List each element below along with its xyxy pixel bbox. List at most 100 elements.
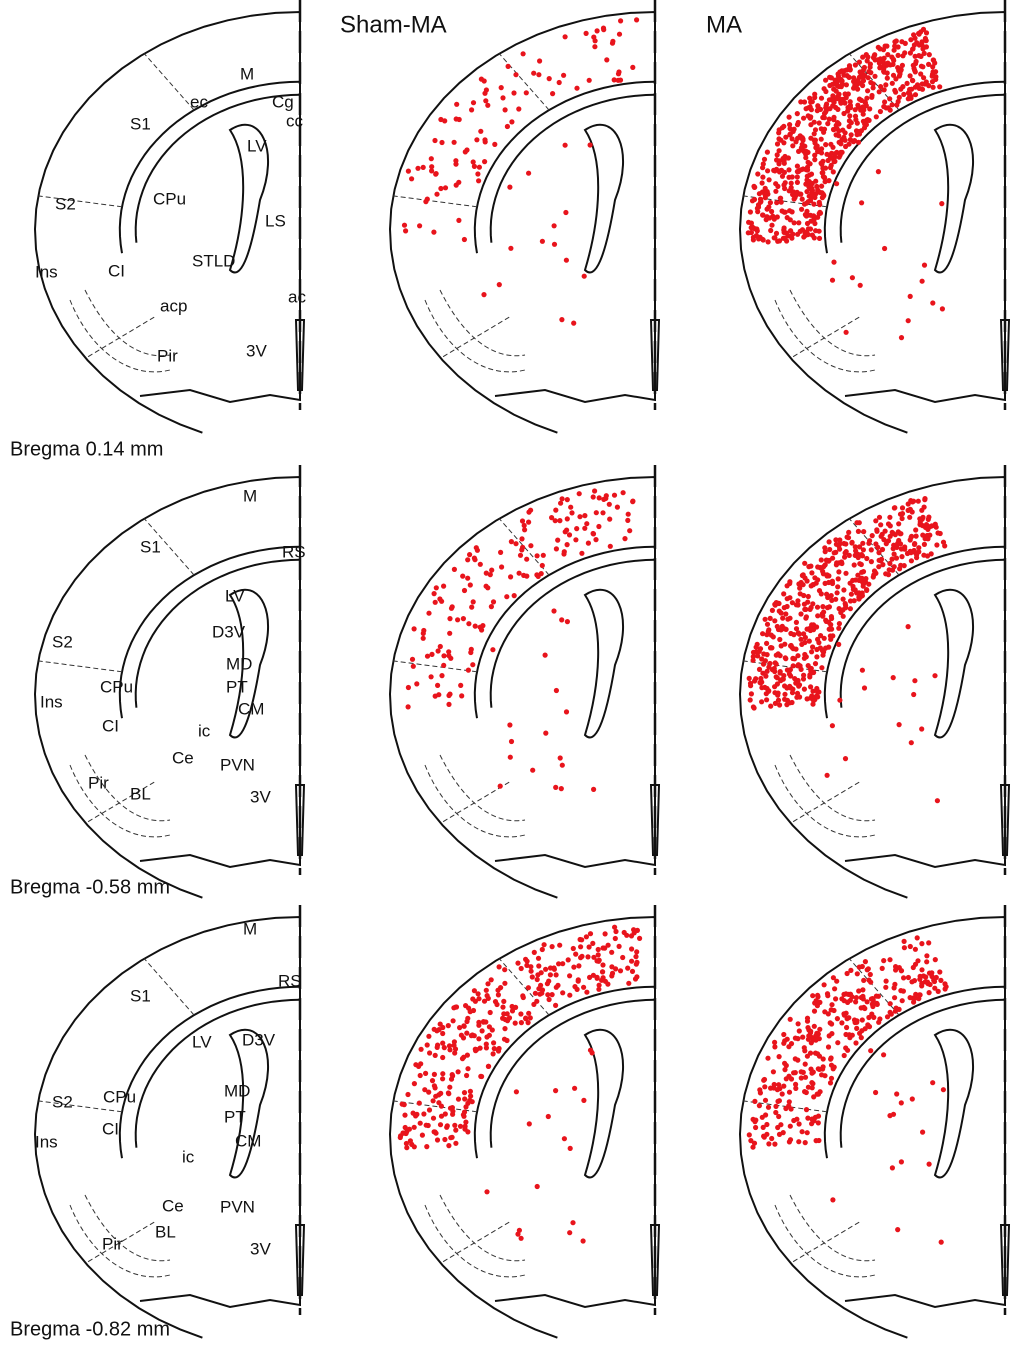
labeled-cell (615, 505, 620, 510)
labeled-cell (578, 955, 583, 960)
region-label: Ins (40, 692, 63, 711)
labeled-cell (498, 784, 503, 789)
labeled-cell (474, 137, 479, 142)
labeled-cell (843, 130, 848, 135)
labeled-cell (750, 1145, 755, 1150)
labeled-cell (772, 1142, 777, 1147)
labeled-cell (836, 569, 841, 574)
labeled-cell (762, 1084, 767, 1089)
region-label: PT (224, 1107, 246, 1126)
labeled-cell (761, 161, 766, 166)
labeled-cell (447, 631, 452, 636)
region-label: CPu (103, 1087, 136, 1106)
labeled-cell (540, 947, 545, 952)
labeled-cell (519, 1020, 524, 1025)
labeled-cell (864, 587, 869, 592)
labeled-cell (926, 940, 931, 945)
labeled-cell (803, 1062, 808, 1067)
labeled-cell (866, 978, 871, 983)
labeled-cell (855, 573, 860, 578)
labeled-cell (932, 986, 937, 991)
outline (35, 477, 300, 898)
labeled-cell (795, 111, 800, 116)
labeled-cell (909, 534, 914, 539)
labeled-cell (939, 201, 944, 206)
labeled-cell (752, 185, 757, 190)
region-boundary (791, 317, 860, 358)
labeled-cell (759, 685, 764, 690)
labeled-cell (819, 665, 824, 670)
labeled-cell (440, 1055, 445, 1060)
labeled-cell (630, 969, 635, 974)
labeled-cell (562, 1136, 567, 1141)
labeled-cell (916, 996, 921, 1001)
labeled-cell (541, 553, 546, 558)
labeled-cell (810, 993, 815, 998)
labeled-cell (487, 1033, 492, 1038)
labeled-cell (900, 511, 905, 516)
labeled-cell (500, 1016, 505, 1021)
labeled-cell (843, 756, 848, 761)
labeled-cell (818, 645, 823, 650)
labeled-cell (439, 1104, 444, 1109)
labeled-cell (571, 946, 576, 951)
labeled-cell (456, 218, 461, 223)
labeled-cell (783, 656, 788, 661)
labeled-cell (873, 570, 878, 575)
corpus-callosum (841, 95, 1005, 243)
labeled-cell (828, 633, 833, 638)
labeled-cell (862, 125, 867, 130)
labeled-cell (438, 1122, 443, 1127)
labeled-cell (496, 992, 501, 997)
labeled-cell (782, 236, 787, 241)
labeled-cell (609, 964, 614, 969)
labeled-cell (865, 967, 870, 972)
labeled-cell (769, 645, 774, 650)
labeled-cell (787, 208, 792, 213)
labeled-cell (884, 979, 889, 984)
labeled-cell (887, 561, 892, 566)
labeled-cell (819, 137, 824, 142)
labeled-cell (774, 600, 779, 605)
labeled-cell (449, 606, 454, 611)
labeled-cell (771, 1069, 776, 1074)
labeled-cell (779, 610, 784, 615)
labeled-cell (862, 73, 867, 78)
labeled-cell (789, 1076, 794, 1081)
labeled-cell (808, 666, 813, 671)
region-label: ac (288, 287, 306, 306)
labeled-cell (821, 1064, 826, 1069)
labeled-cell (882, 246, 887, 251)
labeled-cell (830, 581, 835, 586)
labeled-cell (769, 209, 774, 214)
labeled-cell (827, 604, 832, 609)
labeled-cell (798, 229, 803, 234)
labeled-cell (406, 704, 411, 709)
labeled-cell (526, 985, 531, 990)
labeled-cell (524, 557, 529, 562)
labeled-cell (871, 1015, 876, 1020)
labeled-cell (935, 530, 940, 535)
labeled-cell (608, 544, 613, 549)
labeled-cell (843, 138, 848, 143)
labeled-cell (934, 975, 939, 980)
figure: Sham-MA MA Bregma 0.14 mm Bregma -0.58 m… (0, 0, 1029, 1353)
outline (740, 12, 1005, 433)
labeled-cell (815, 564, 820, 569)
labeled-cell (755, 171, 760, 176)
section-label: Bregma -0.82 mm (10, 1318, 170, 1340)
labeled-cell (500, 95, 505, 100)
labeled-cell (833, 537, 838, 542)
labeled-cell (794, 620, 799, 625)
labeled-cell (908, 498, 913, 503)
labeled-cell (476, 178, 481, 183)
labeled-cell (762, 157, 767, 162)
labeled-cell (417, 1101, 422, 1106)
labeled-cell (502, 967, 507, 972)
labeled-cell (854, 1020, 859, 1025)
labeled-cell (823, 109, 828, 114)
labeled-cell (434, 192, 439, 197)
labeled-cell (448, 656, 453, 661)
labeled-cell (411, 1111, 416, 1116)
labeled-cell (513, 1005, 518, 1010)
